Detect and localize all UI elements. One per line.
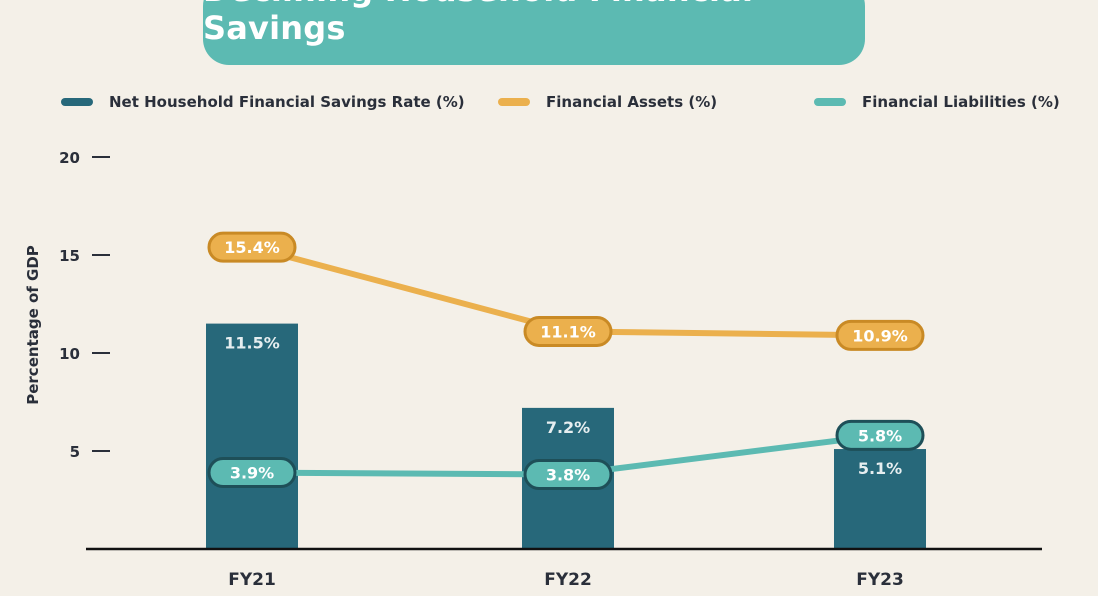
x-tick-label: FY22 xyxy=(544,570,592,590)
legend-item-savings: Net Household Financial Savings Rate (%) xyxy=(61,93,465,111)
y-tick-label: 10 xyxy=(59,345,80,363)
bar-savings-fy21 xyxy=(206,323,298,549)
x-tick-label: FY21 xyxy=(228,570,276,590)
y-axis-label: Percentage of GDP xyxy=(24,245,42,405)
bar-label-savings: 5.1% xyxy=(858,459,902,478)
point-pill-liabilities xyxy=(835,419,925,451)
point-label-liabilities: 3.8% xyxy=(546,466,590,485)
title-banner: Declining Household Financial Savings xyxy=(203,0,865,65)
point-label-liabilities: 5.8% xyxy=(858,426,902,445)
legend-item-liabilities: Financial Liabilities (%) xyxy=(814,93,1060,111)
bar-label-savings: 7.2% xyxy=(546,418,590,437)
legend-swatch-savings xyxy=(61,98,93,106)
y-tick-label: 15 xyxy=(59,247,80,265)
x-tick-label: FY23 xyxy=(856,570,904,590)
bar-label-savings: 11.5% xyxy=(224,334,280,353)
bar-savings-fy23 xyxy=(834,449,926,549)
point-pill-assets xyxy=(523,315,613,347)
legend-swatch-liabilities xyxy=(814,98,846,106)
y-tick-label: 20 xyxy=(59,149,80,167)
point-pill-assets xyxy=(207,231,297,263)
chart-title: Declining Household Financial Savings xyxy=(203,0,753,47)
y-tick-label: 5 xyxy=(70,443,80,461)
point-label-assets: 11.1% xyxy=(540,322,596,341)
point-pill-liabilities xyxy=(207,457,297,489)
point-label-liabilities: 3.9% xyxy=(230,464,274,483)
point-label-assets: 10.9% xyxy=(852,326,908,345)
legend-swatch-assets xyxy=(498,98,530,106)
legend-label-assets: Financial Assets (%) xyxy=(546,93,718,111)
legend-item-assets: Financial Assets (%) xyxy=(498,93,717,111)
point-pill-liabilities xyxy=(523,459,613,491)
point-label-assets: 15.4% xyxy=(224,238,280,257)
legend-label-savings: Net Household Financial Savings Rate (%) xyxy=(109,93,465,111)
legend-label-liabilities: Financial Liabilities (%) xyxy=(862,93,1060,111)
point-pill-assets xyxy=(835,319,925,351)
